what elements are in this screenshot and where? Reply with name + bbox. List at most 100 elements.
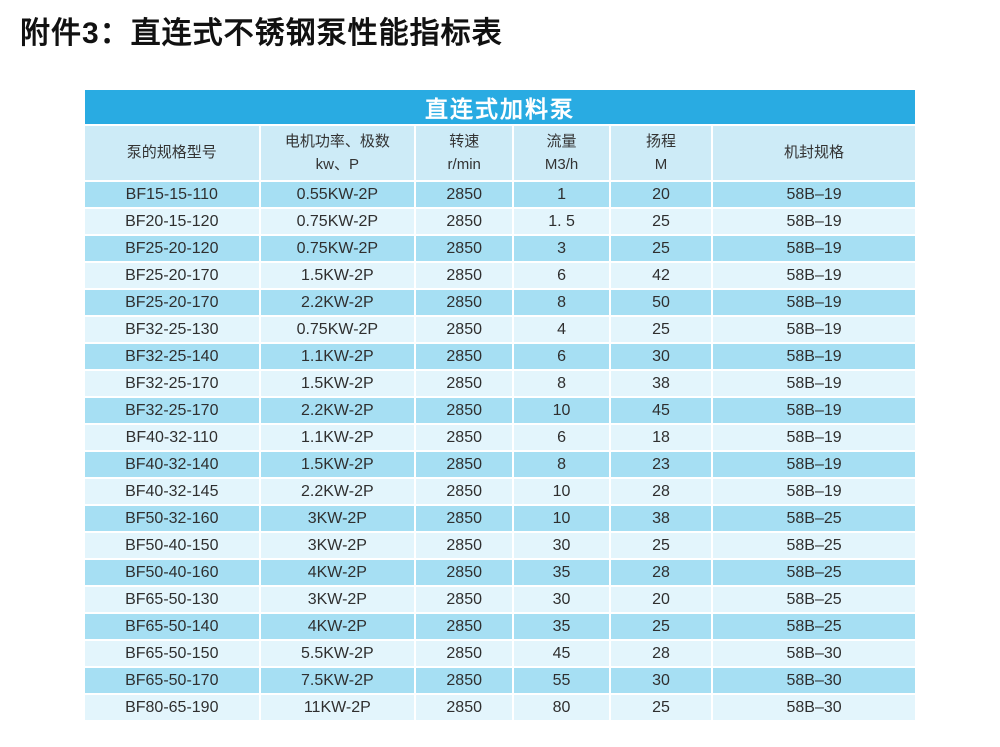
table-cell-seal: 58B–19 — [711, 234, 917, 263]
table-cell-speed: 2850 — [414, 396, 515, 425]
table-cell-model: BF20-15-120 — [83, 207, 261, 236]
table-cell-head: 20 — [608, 585, 714, 614]
table-cell-seal: 58B–25 — [711, 558, 917, 587]
table-row: BF50-32-160 3KW-2P 2850 10 38 58B–25 — [83, 504, 917, 533]
table-cell-seal: 58B–19 — [711, 180, 917, 209]
table-cell-head: 38 — [608, 504, 714, 533]
table-cell-speed: 2850 — [414, 288, 515, 317]
table-cell-seal: 58B–19 — [711, 342, 917, 371]
table-cell-power: 0.75KW-2P — [258, 315, 417, 344]
table-cell-power: 5.5KW-2P — [258, 639, 417, 668]
table-cell-seal: 58B–19 — [711, 477, 917, 506]
table-cell-flow: 35 — [512, 612, 611, 641]
table-cell-model: BF32-25-140 — [83, 342, 261, 371]
table-row: BF25-20-170 1.5KW-2P 2850 6 42 58B–19 — [83, 261, 917, 290]
table-cell-model: BF32-25-170 — [83, 369, 261, 398]
table-cell-head: 28 — [608, 558, 714, 587]
table-cell-flow: 8 — [512, 450, 611, 479]
table-cell-head: 25 — [608, 693, 714, 722]
table-cell-speed: 2850 — [414, 531, 515, 560]
table-cell-head: 25 — [608, 207, 714, 236]
table-cell-seal: 58B–25 — [711, 585, 917, 614]
table-cell-seal: 58B–25 — [711, 504, 917, 533]
table-cell-flow: 10 — [512, 504, 611, 533]
table-cell-model: BF40-32-145 — [83, 477, 261, 506]
table-cell-flow: 55 — [512, 666, 611, 695]
table-cell-head: 42 — [608, 261, 714, 290]
table-cell-head: 30 — [608, 666, 714, 695]
table-body: BF15-15-110 0.55KW-2P 2850 1 20 58B–19 BF20-15… — [83, 180, 917, 722]
table-cell-power: 4KW-2P — [258, 558, 417, 587]
table-cell-flow: 6 — [512, 261, 611, 290]
table-cell-seal: 58B–19 — [711, 450, 917, 479]
table-cell-seal: 58B–19 — [711, 288, 917, 317]
header-cell-speed: 转速 r/min — [414, 124, 515, 182]
table-cell-flow: 10 — [512, 477, 611, 506]
table-cell-model: BF50-32-160 — [83, 504, 261, 533]
table-cell-flow: 30 — [512, 585, 611, 614]
table-cell-flow: 8 — [512, 369, 611, 398]
table-cell-power: 1.5KW-2P — [258, 450, 417, 479]
table-cell-power: 0.75KW-2P — [258, 207, 417, 236]
table-cell-power: 11KW-2P — [258, 693, 417, 722]
table-cell-speed: 2850 — [414, 234, 515, 263]
table-row: BF15-15-110 0.55KW-2P 2850 1 20 58B–19 — [83, 180, 917, 209]
table-cell-power: 0.75KW-2P — [258, 234, 417, 263]
table-cell-flow: 30 — [512, 531, 611, 560]
table-cell-speed: 2850 — [414, 315, 515, 344]
table-cell-speed: 2850 — [414, 612, 515, 641]
table-cell-speed: 2850 — [414, 207, 515, 236]
table-cell-power: 4KW-2P — [258, 612, 417, 641]
header-cell-head: 扬程 M — [608, 124, 714, 182]
table-cell-power: 1.5KW-2P — [258, 261, 417, 290]
table-cell-flow: 80 — [512, 693, 611, 722]
table-row: BF25-20-170 2.2KW-2P 2850 8 50 58B–19 — [83, 288, 917, 317]
table-row: BF20-15-120 0.75KW-2P 2850 1. 5 25 58B–19 — [83, 207, 917, 236]
table-row: BF40-32-145 2.2KW-2P 2850 10 28 58B–19 — [83, 477, 917, 506]
table-cell-power: 2.2KW-2P — [258, 288, 417, 317]
table-row: BF32-25-130 0.75KW-2P 2850 4 25 58B–19 — [83, 315, 917, 344]
table-cell-head: 20 — [608, 180, 714, 209]
table-cell-seal: 58B–19 — [711, 423, 917, 452]
table-cell-speed: 2850 — [414, 639, 515, 668]
table-cell-seal: 58B–19 — [711, 396, 917, 425]
table-cell-head: 28 — [608, 477, 714, 506]
table-cell-head: 25 — [608, 315, 714, 344]
table-cell-model: BF50-40-150 — [83, 531, 261, 560]
table-cell-seal: 58B–30 — [711, 693, 917, 722]
table-cell-head: 25 — [608, 612, 714, 641]
table-cell-flow: 8 — [512, 288, 611, 317]
table-cell-flow: 6 — [512, 423, 611, 452]
table-cell-head: 18 — [608, 423, 714, 452]
table-cell-seal: 58B–19 — [711, 315, 917, 344]
table-cell-speed: 2850 — [414, 693, 515, 722]
table-row: BF65-50-130 3KW-2P 2850 30 20 58B–25 — [83, 585, 917, 614]
table-banner-row: 直连式加料泵 — [83, 88, 917, 126]
table-cell-seal: 58B–19 — [711, 261, 917, 290]
table-cell-model: BF25-20-170 — [83, 288, 261, 317]
table-cell-flow: 1. 5 — [512, 207, 611, 236]
header-cell-power: 电机功率、极数 kw、P — [258, 124, 417, 182]
header-cell-flow: 流量 M3/h — [512, 124, 611, 182]
table-cell-speed: 2850 — [414, 504, 515, 533]
table-cell-model: BF65-50-140 — [83, 612, 261, 641]
table-cell-power: 1.1KW-2P — [258, 342, 417, 371]
table-cell-speed: 2850 — [414, 666, 515, 695]
table-cell-power: 1.5KW-2P — [258, 369, 417, 398]
table-cell-power: 3KW-2P — [258, 504, 417, 533]
table-cell-speed: 2850 — [414, 180, 515, 209]
table-cell-model: BF65-50-150 — [83, 639, 261, 668]
table-row: BF40-32-140 1.5KW-2P 2850 8 23 58B–19 — [83, 450, 917, 479]
table-cell-speed: 2850 — [414, 369, 515, 398]
table-cell-speed: 2850 — [414, 423, 515, 452]
table-cell-model: BF40-32-140 — [83, 450, 261, 479]
table-cell-model: BF65-50-130 — [83, 585, 261, 614]
table-cell-speed: 2850 — [414, 261, 515, 290]
table-cell-power: 3KW-2P — [258, 585, 417, 614]
table-row: BF40-32-110 1.1KW-2P 2850 6 18 58B–19 — [83, 423, 917, 452]
table-cell-model: BF50-40-160 — [83, 558, 261, 587]
table-cell-head: 23 — [608, 450, 714, 479]
table-cell-seal: 58B–25 — [711, 612, 917, 641]
table-cell-power: 1.1KW-2P — [258, 423, 417, 452]
